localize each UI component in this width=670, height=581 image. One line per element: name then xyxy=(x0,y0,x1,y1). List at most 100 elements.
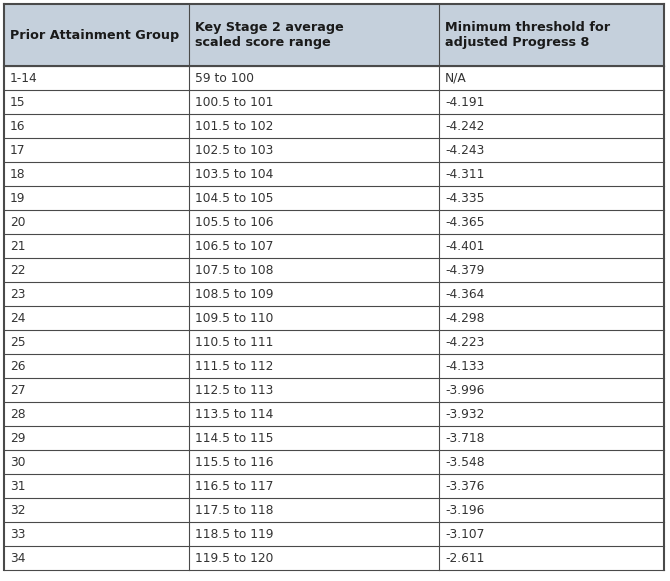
Bar xyxy=(189,450,439,474)
Bar xyxy=(189,210,439,234)
Bar xyxy=(4,114,189,138)
Text: -4.243: -4.243 xyxy=(445,144,484,156)
Bar xyxy=(4,378,189,402)
Text: 15: 15 xyxy=(10,95,25,109)
Bar xyxy=(439,474,664,498)
Bar xyxy=(439,426,664,450)
Text: 103.5 to 104: 103.5 to 104 xyxy=(195,167,273,181)
Bar xyxy=(4,330,189,354)
Text: 102.5 to 103: 102.5 to 103 xyxy=(195,144,273,156)
Bar xyxy=(439,354,664,378)
Bar xyxy=(189,234,439,258)
Text: -4.365: -4.365 xyxy=(445,216,484,228)
Bar xyxy=(4,162,189,186)
Text: 101.5 to 102: 101.5 to 102 xyxy=(195,120,273,132)
Text: 24: 24 xyxy=(10,311,25,325)
Text: 34: 34 xyxy=(10,551,25,565)
Bar xyxy=(189,354,439,378)
Text: -3.932: -3.932 xyxy=(445,407,484,421)
Text: -4.311: -4.311 xyxy=(445,167,484,181)
Text: 26: 26 xyxy=(10,360,25,372)
Text: 116.5 to 117: 116.5 to 117 xyxy=(195,479,273,493)
Bar xyxy=(189,282,439,306)
Text: -4.401: -4.401 xyxy=(445,239,484,253)
Bar xyxy=(439,90,664,114)
Text: 104.5 to 105: 104.5 to 105 xyxy=(195,192,273,205)
Text: 17: 17 xyxy=(10,144,25,156)
Bar xyxy=(439,186,664,210)
Text: 33: 33 xyxy=(10,528,25,540)
Bar xyxy=(4,186,189,210)
Bar xyxy=(439,234,664,258)
Bar xyxy=(439,4,664,66)
Bar xyxy=(4,522,189,546)
Text: 22: 22 xyxy=(10,264,25,277)
Bar xyxy=(439,306,664,330)
Text: Prior Attainment Group: Prior Attainment Group xyxy=(10,28,180,41)
Bar xyxy=(189,186,439,210)
Bar xyxy=(189,138,439,162)
Bar xyxy=(439,210,664,234)
Text: 30: 30 xyxy=(10,456,25,468)
Bar xyxy=(439,522,664,546)
Bar xyxy=(189,498,439,522)
Text: 28: 28 xyxy=(10,407,25,421)
Text: Minimum threshold for
adjusted Progress 8: Minimum threshold for adjusted Progress … xyxy=(445,21,610,49)
Bar xyxy=(4,498,189,522)
Bar xyxy=(189,330,439,354)
Bar xyxy=(4,258,189,282)
Bar xyxy=(4,282,189,306)
Bar xyxy=(4,138,189,162)
Text: 29: 29 xyxy=(10,432,25,444)
Bar xyxy=(4,474,189,498)
Bar xyxy=(4,210,189,234)
Bar xyxy=(439,378,664,402)
Bar xyxy=(439,114,664,138)
Text: 23: 23 xyxy=(10,288,25,300)
Text: 105.5 to 106: 105.5 to 106 xyxy=(195,216,273,228)
Bar xyxy=(189,378,439,402)
Bar xyxy=(189,306,439,330)
Bar xyxy=(439,282,664,306)
Bar xyxy=(4,450,189,474)
Text: -4.379: -4.379 xyxy=(445,264,484,277)
Text: 111.5 to 112: 111.5 to 112 xyxy=(195,360,273,372)
Text: -4.223: -4.223 xyxy=(445,335,484,349)
Text: -4.191: -4.191 xyxy=(445,95,484,109)
Bar xyxy=(189,114,439,138)
Bar xyxy=(439,450,664,474)
Text: 32: 32 xyxy=(10,504,25,517)
Text: -4.298: -4.298 xyxy=(445,311,484,325)
Text: 115.5 to 116: 115.5 to 116 xyxy=(195,456,273,468)
Text: -3.718: -3.718 xyxy=(445,432,484,444)
Text: 119.5 to 120: 119.5 to 120 xyxy=(195,551,273,565)
Bar xyxy=(189,162,439,186)
Text: 20: 20 xyxy=(10,216,25,228)
Bar xyxy=(189,474,439,498)
Text: 21: 21 xyxy=(10,239,25,253)
Bar xyxy=(439,162,664,186)
Bar xyxy=(189,426,439,450)
Text: 107.5 to 108: 107.5 to 108 xyxy=(195,264,273,277)
Text: 16: 16 xyxy=(10,120,25,132)
Text: 108.5 to 109: 108.5 to 109 xyxy=(195,288,273,300)
Text: 18: 18 xyxy=(10,167,25,181)
Bar xyxy=(439,330,664,354)
Bar xyxy=(439,546,664,570)
Bar xyxy=(439,402,664,426)
Text: -4.335: -4.335 xyxy=(445,192,484,205)
Text: -4.242: -4.242 xyxy=(445,120,484,132)
Text: 31: 31 xyxy=(10,479,25,493)
Text: 25: 25 xyxy=(10,335,25,349)
Bar xyxy=(189,258,439,282)
Bar xyxy=(4,4,189,66)
Text: 27: 27 xyxy=(10,383,25,396)
Text: 114.5 to 115: 114.5 to 115 xyxy=(195,432,273,444)
Bar xyxy=(189,402,439,426)
Text: -3.107: -3.107 xyxy=(445,528,484,540)
Bar xyxy=(4,546,189,570)
Text: 113.5 to 114: 113.5 to 114 xyxy=(195,407,273,421)
Bar xyxy=(4,354,189,378)
Text: -4.364: -4.364 xyxy=(445,288,484,300)
Text: 100.5 to 101: 100.5 to 101 xyxy=(195,95,273,109)
